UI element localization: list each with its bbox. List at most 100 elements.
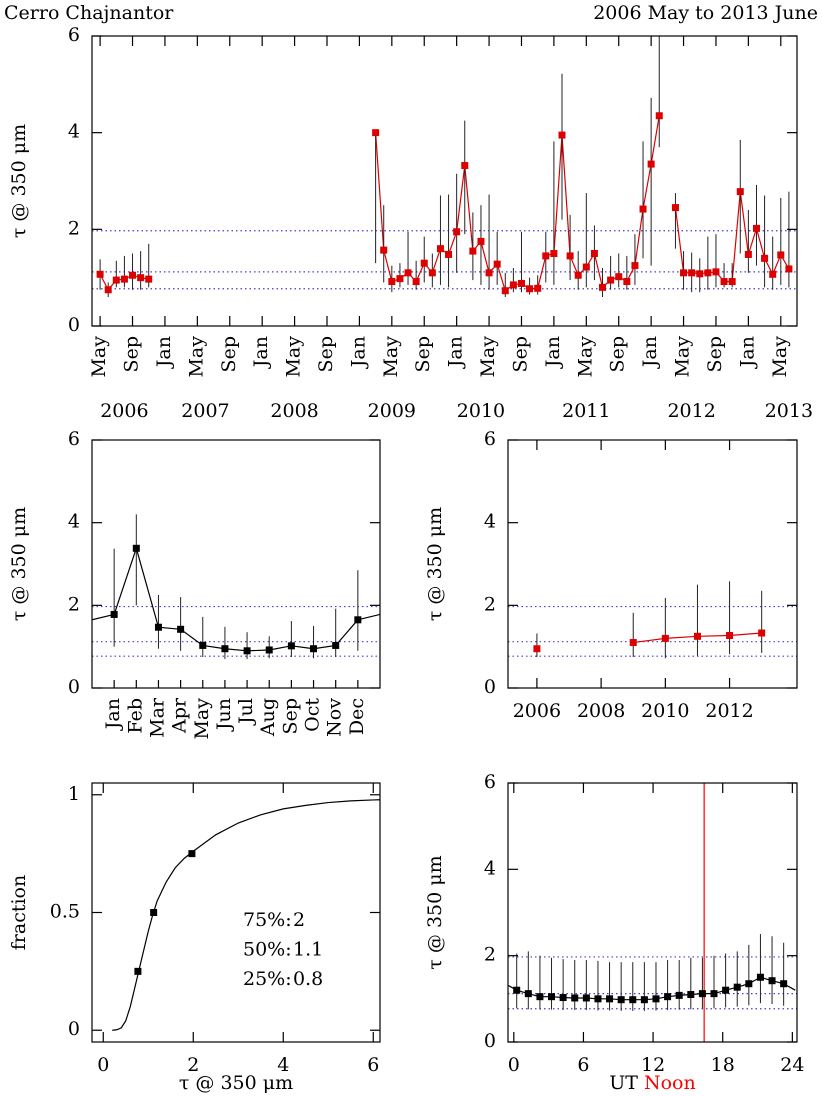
y-tick-label: 4 <box>68 121 80 143</box>
marker <box>777 251 785 259</box>
x-tick-label: Jan <box>153 336 175 369</box>
y-tick-label: 4 <box>484 511 496 533</box>
marker <box>396 275 404 283</box>
marker <box>599 283 607 291</box>
marker <box>728 278 736 286</box>
year-label: 2008 <box>270 400 318 422</box>
annotation-label: 50%: <box>243 939 292 961</box>
y-axis-title: τ @ 350 μm <box>8 507 30 621</box>
marker <box>698 990 706 998</box>
marker <box>704 269 712 277</box>
marker <box>696 270 704 278</box>
marker <box>661 634 669 642</box>
x-tick-label: May <box>88 336 110 378</box>
marker <box>501 287 509 295</box>
x-tick-label: 2 <box>187 1054 199 1076</box>
series-line <box>516 976 784 1001</box>
marker <box>112 276 120 284</box>
marker <box>380 246 388 254</box>
x-tick-label: Aug <box>257 698 279 737</box>
x-tick-label: Sep <box>218 336 240 372</box>
marker <box>104 286 112 294</box>
marker <box>485 269 493 277</box>
marker <box>693 632 701 640</box>
plot-frame <box>91 35 798 327</box>
marker <box>629 639 637 647</box>
plot-area <box>92 514 380 660</box>
x-tick-label: 6 <box>577 1054 589 1076</box>
annotation-label: 75%: <box>243 909 292 931</box>
marker <box>761 254 769 262</box>
marker <box>469 247 477 255</box>
marker <box>590 250 598 257</box>
x-tick-label: 4 <box>277 1054 289 1076</box>
x-tick-label: May <box>380 336 402 378</box>
marker <box>177 625 185 633</box>
y-axis-title: fraction <box>8 875 30 950</box>
marker <box>640 996 648 1004</box>
marker <box>617 996 625 1004</box>
marker <box>524 990 532 998</box>
y-tick-label: 0 <box>68 314 80 336</box>
plot-frame <box>91 782 381 1043</box>
marker <box>150 909 158 916</box>
x-tick-label: May <box>283 336 305 378</box>
marker <box>615 273 623 281</box>
marker <box>517 279 525 287</box>
y-tick-label: 0 <box>68 1018 80 1040</box>
x-tick-label: May <box>672 336 694 378</box>
y-tick-label: 2 <box>68 593 80 615</box>
marker <box>420 259 428 267</box>
marker <box>745 980 753 988</box>
marker <box>744 250 752 258</box>
x-tick-label: Jan <box>542 336 564 369</box>
x-tick-label: 2008 <box>577 700 625 722</box>
marker <box>639 205 647 213</box>
marker <box>722 986 730 994</box>
wrap-line <box>92 613 115 621</box>
marker <box>582 994 590 1002</box>
y-tick-label: 0.5 <box>50 901 80 923</box>
marker <box>388 278 396 286</box>
x-tick-label: Sep <box>412 336 434 372</box>
x-tick-label: Sep <box>121 336 143 372</box>
x-tick-label: 0 <box>97 1054 109 1076</box>
marker <box>332 641 340 649</box>
x-tick-label: Sep <box>279 698 301 734</box>
marker <box>733 983 741 991</box>
marker <box>132 544 140 552</box>
marker <box>287 642 295 650</box>
marker <box>736 188 744 196</box>
year-label: 2011 <box>562 400 610 422</box>
marker <box>752 224 760 232</box>
wrap-line <box>357 613 380 621</box>
x-tick-label: Jan <box>102 698 124 731</box>
marker <box>720 278 728 286</box>
marker <box>137 274 145 282</box>
marker <box>445 250 453 258</box>
marker <box>687 991 695 999</box>
marker <box>372 129 380 137</box>
marker <box>548 993 556 1001</box>
marker <box>780 980 788 988</box>
plot-area <box>508 581 797 659</box>
marker <box>110 610 118 618</box>
marker <box>453 228 461 236</box>
x-tick-label: Jan <box>250 336 272 369</box>
x-axis-title: UT Noon <box>609 1072 695 1094</box>
year-label: 2006 <box>100 400 148 422</box>
x-tick-label: Jan <box>445 336 467 369</box>
x-tick-label: May <box>477 336 499 378</box>
x-tick-label: 18 <box>711 1054 735 1076</box>
marker <box>558 131 566 139</box>
x-tick-label: Jun <box>213 698 235 732</box>
marker <box>199 641 207 649</box>
marker <box>412 278 420 286</box>
marker <box>145 275 153 283</box>
marker <box>120 275 128 283</box>
marker <box>574 271 582 279</box>
marker <box>571 994 579 1002</box>
y-tick-label: 0 <box>484 676 496 698</box>
